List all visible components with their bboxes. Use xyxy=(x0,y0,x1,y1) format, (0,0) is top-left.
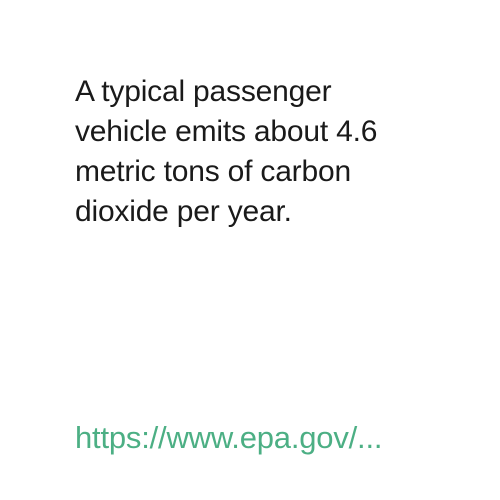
fact-line: dioxide per year. xyxy=(75,195,292,228)
fact-line: vehicle emits about 4.6 xyxy=(75,115,378,148)
fact-line: A typical passenger xyxy=(75,75,332,108)
source-link[interactable]: https://www.epa.gov/... xyxy=(75,420,383,455)
fact-line: metric tons of carbon xyxy=(75,155,351,188)
fact-text: A typical passenger vehicle emits about … xyxy=(75,72,475,232)
